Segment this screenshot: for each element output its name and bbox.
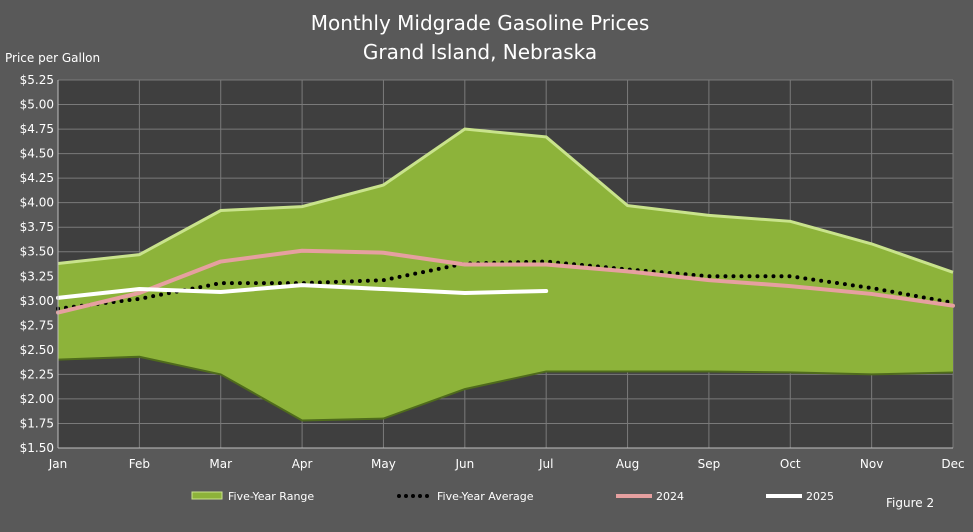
x-tick-label: Apr — [292, 457, 313, 471]
series-line-2024 — [56, 248, 955, 315]
y-tick-label: $1.50 — [20, 441, 54, 455]
y-tick-label: $2.50 — [20, 343, 54, 357]
x-tick-label: Dec — [941, 457, 964, 471]
range-upper-edge — [57, 127, 954, 274]
x-tick-label: Mar — [209, 457, 232, 471]
y-tick-label: $3.25 — [20, 269, 54, 283]
legend-label: Five-Year Average — [437, 490, 534, 503]
y-tick-label: $4.50 — [20, 147, 54, 161]
range-lower-edge — [57, 355, 954, 422]
axes: $1.50 $1.75 $2.00 $2.25 $2.50 $2.75 $3.00 $3.25… — [20, 73, 965, 471]
x-tick-label: Feb — [129, 457, 150, 471]
y-tick-label: $1.75 — [20, 416, 54, 430]
legend: Five-Year Range Five-Year Average 2024 2025 — [191, 490, 834, 503]
chart-title-line-2: Grand Island, Nebraska — [363, 40, 597, 64]
x-tick-label: Jul — [538, 457, 553, 471]
y-tick-label: $3.00 — [20, 294, 54, 308]
legend-label: 2024 — [656, 490, 684, 503]
x-tick-label: Nov — [860, 457, 883, 471]
x-tick-label: Aug — [616, 457, 639, 471]
y-tick-label: $4.75 — [20, 122, 54, 136]
x-tick-label: Sep — [698, 457, 721, 471]
x-tick-label: Oct — [780, 457, 801, 471]
series-line-five-year-average — [56, 259, 955, 311]
y-axis-title: Price per Gallon — [5, 51, 100, 65]
legend-label: 2025 — [806, 490, 834, 503]
y-tick-label: $5.00 — [20, 98, 54, 112]
legend-swatch-five-year-range — [191, 491, 223, 500]
figure-label: Figure 2 — [886, 496, 934, 510]
x-tick-label: Jan — [48, 457, 68, 471]
y-tick-label: $5.25 — [20, 73, 54, 87]
y-tick-label: $3.75 — [20, 220, 54, 234]
y-tick-label: $2.75 — [20, 318, 54, 332]
x-tick-label: Jun — [454, 457, 474, 471]
five-year-range-area — [57, 127, 954, 422]
y-tick-label: $4.25 — [20, 171, 54, 185]
legend-label: Five-Year Range — [228, 490, 314, 503]
series-lines — [56, 248, 955, 315]
y-tick-label: $4.00 — [20, 196, 54, 210]
y-tick-label: $2.00 — [20, 392, 54, 406]
y-tick-label: $2.25 — [20, 367, 54, 381]
series-line-2025 — [56, 283, 549, 300]
x-tick-label: May — [371, 457, 396, 471]
chart-title-line-1: Monthly Midgrade Gasoline Prices — [311, 11, 650, 35]
range-area — [58, 129, 953, 421]
y-tick-label: $3.50 — [20, 245, 54, 259]
